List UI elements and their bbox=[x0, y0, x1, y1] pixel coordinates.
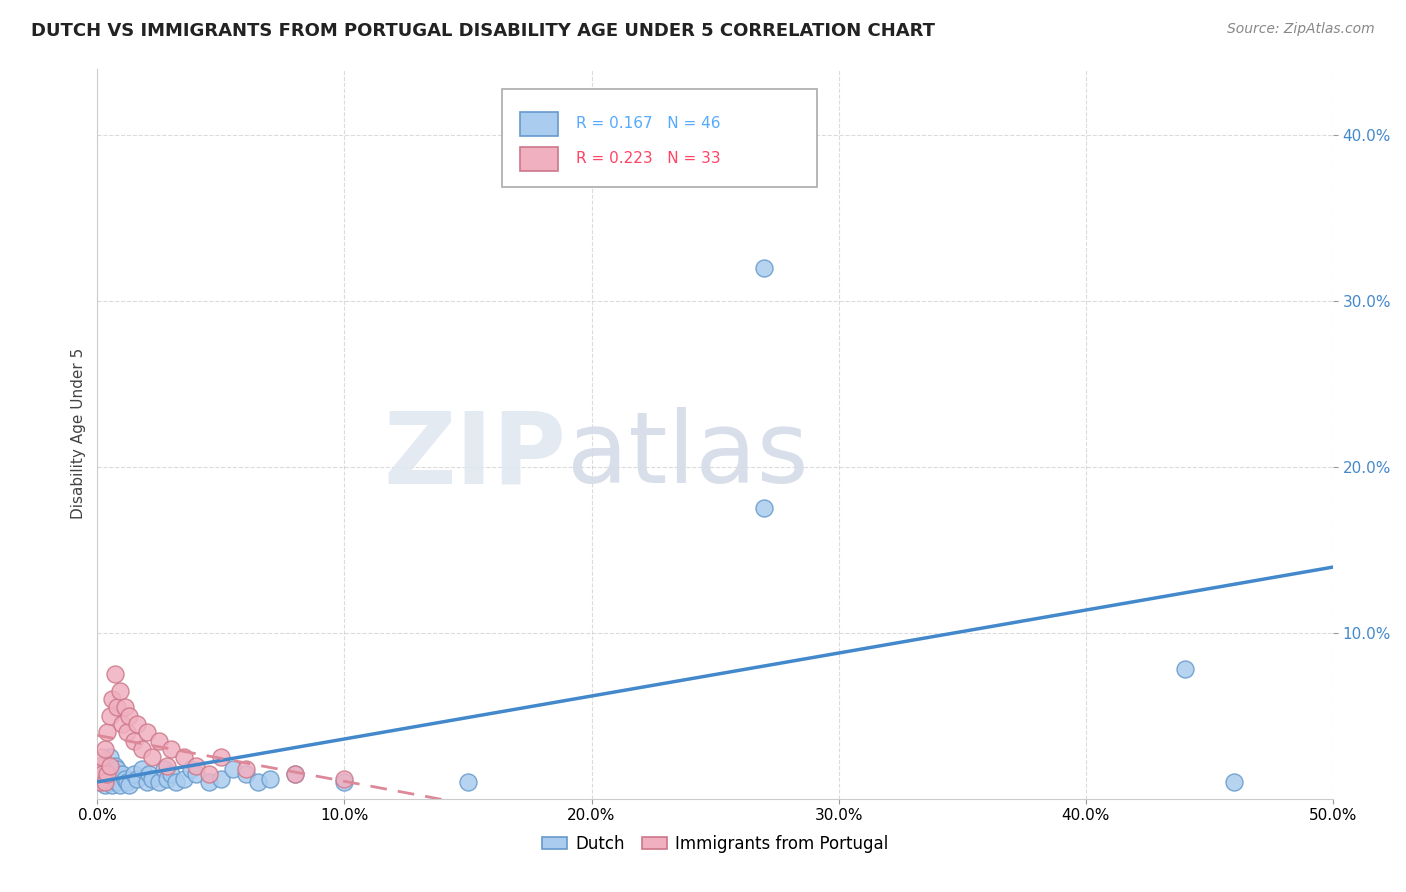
Point bbox=[155, 758, 177, 772]
Point bbox=[105, 775, 128, 789]
Text: DUTCH VS IMMIGRANTS FROM PORTUGAL DISABILITY AGE UNDER 5 CORRELATION CHART: DUTCH VS IMMIGRANTS FROM PORTUGAL DISABI… bbox=[31, 22, 935, 40]
Point bbox=[457, 775, 479, 789]
Point bbox=[141, 772, 163, 786]
Point bbox=[754, 260, 776, 275]
Text: Source: ZipAtlas.com: Source: ZipAtlas.com bbox=[1227, 22, 1375, 37]
Point bbox=[235, 762, 257, 776]
Point bbox=[101, 779, 124, 793]
Point bbox=[104, 772, 127, 786]
Point bbox=[246, 775, 269, 789]
Point bbox=[141, 750, 163, 764]
Point bbox=[115, 775, 138, 789]
Point bbox=[89, 775, 111, 789]
Text: R = 0.167   N = 46: R = 0.167 N = 46 bbox=[576, 116, 721, 131]
Point bbox=[138, 767, 160, 781]
Text: atlas: atlas bbox=[567, 407, 808, 504]
Point bbox=[131, 762, 153, 776]
Point bbox=[186, 767, 208, 781]
Point bbox=[259, 772, 281, 786]
Point bbox=[104, 758, 127, 772]
Point bbox=[284, 767, 307, 781]
Point bbox=[124, 733, 146, 747]
Text: ZIP: ZIP bbox=[384, 407, 567, 504]
Point bbox=[209, 772, 232, 786]
Point bbox=[131, 742, 153, 756]
Point bbox=[115, 725, 138, 739]
Point bbox=[96, 767, 118, 781]
Point bbox=[94, 779, 117, 793]
Point bbox=[98, 708, 121, 723]
Point bbox=[89, 775, 111, 789]
Point bbox=[94, 758, 117, 772]
Point bbox=[160, 767, 183, 781]
Point bbox=[153, 762, 176, 776]
Point bbox=[91, 767, 114, 781]
Point bbox=[1223, 775, 1246, 789]
Point bbox=[197, 775, 219, 789]
Point bbox=[98, 758, 121, 772]
Legend: Dutch, Immigrants from Portugal: Dutch, Immigrants from Portugal bbox=[536, 829, 894, 860]
Point bbox=[160, 742, 183, 756]
Point bbox=[754, 501, 776, 516]
Point bbox=[96, 762, 118, 776]
Point bbox=[173, 750, 195, 764]
Text: R = 0.223   N = 33: R = 0.223 N = 33 bbox=[576, 152, 721, 166]
Point bbox=[108, 779, 131, 793]
Point bbox=[186, 758, 208, 772]
Point bbox=[91, 767, 114, 781]
Point bbox=[124, 767, 146, 781]
Point bbox=[148, 775, 170, 789]
Point bbox=[197, 767, 219, 781]
Point bbox=[333, 772, 356, 786]
Point bbox=[114, 772, 136, 786]
Point bbox=[98, 775, 121, 789]
Point bbox=[101, 692, 124, 706]
Point bbox=[111, 767, 134, 781]
Point bbox=[222, 762, 245, 776]
Point bbox=[98, 750, 121, 764]
Point bbox=[105, 762, 128, 776]
Y-axis label: Disability Age Under 5: Disability Age Under 5 bbox=[72, 348, 86, 519]
Point bbox=[155, 772, 177, 786]
Point bbox=[108, 684, 131, 698]
Point bbox=[333, 775, 356, 789]
Point bbox=[91, 750, 114, 764]
Point bbox=[1173, 662, 1195, 676]
Point bbox=[118, 779, 141, 793]
Point bbox=[101, 767, 124, 781]
Point bbox=[125, 772, 148, 786]
Point bbox=[284, 767, 307, 781]
Point bbox=[173, 772, 195, 786]
Point bbox=[94, 742, 117, 756]
Point bbox=[96, 772, 118, 786]
Point bbox=[114, 700, 136, 714]
Point bbox=[148, 733, 170, 747]
Point bbox=[94, 775, 117, 789]
Point bbox=[111, 717, 134, 731]
Point bbox=[135, 725, 157, 739]
Point bbox=[165, 775, 187, 789]
Point bbox=[104, 667, 127, 681]
Point bbox=[135, 775, 157, 789]
Point bbox=[180, 762, 202, 776]
Point bbox=[89, 758, 111, 772]
Point bbox=[96, 725, 118, 739]
Point bbox=[209, 750, 232, 764]
Point bbox=[125, 717, 148, 731]
Point bbox=[105, 700, 128, 714]
Point bbox=[118, 708, 141, 723]
Point bbox=[235, 767, 257, 781]
